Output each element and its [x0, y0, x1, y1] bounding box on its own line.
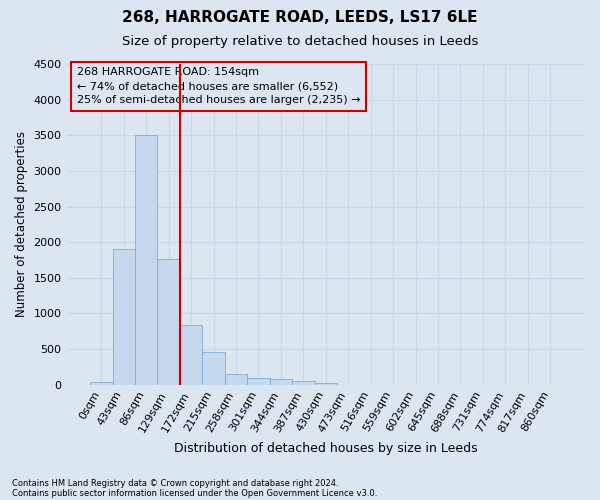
Text: Contains public sector information licensed under the Open Government Licence v3: Contains public sector information licen…	[12, 488, 377, 498]
Bar	[314, 382, 337, 384]
Bar	[202, 352, 225, 384]
Bar	[225, 374, 247, 384]
Text: Contains HM Land Registry data © Crown copyright and database right 2024.: Contains HM Land Registry data © Crown c…	[12, 478, 338, 488]
Bar	[247, 378, 269, 384]
Bar	[292, 381, 314, 384]
Text: 268, HARROGATE ROAD, LEEDS, LS17 6LE: 268, HARROGATE ROAD, LEEDS, LS17 6LE	[122, 10, 478, 25]
Bar	[157, 260, 180, 384]
Y-axis label: Number of detached properties: Number of detached properties	[15, 132, 28, 318]
X-axis label: Distribution of detached houses by size in Leeds: Distribution of detached houses by size …	[174, 442, 478, 455]
Text: 268 HARROGATE ROAD: 154sqm
← 74% of detached houses are smaller (6,552)
25% of s: 268 HARROGATE ROAD: 154sqm ← 74% of deta…	[77, 67, 361, 105]
Bar	[90, 382, 113, 384]
Bar	[135, 136, 157, 384]
Bar	[269, 380, 292, 384]
Bar	[113, 250, 135, 384]
Text: Size of property relative to detached houses in Leeds: Size of property relative to detached ho…	[122, 35, 478, 48]
Bar	[180, 325, 202, 384]
